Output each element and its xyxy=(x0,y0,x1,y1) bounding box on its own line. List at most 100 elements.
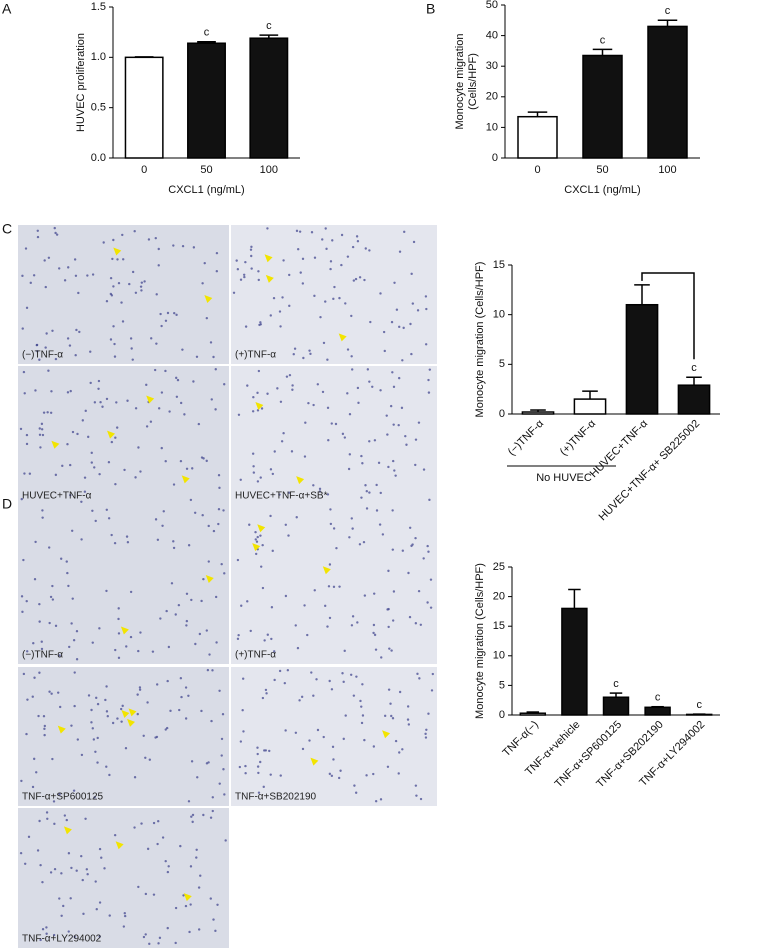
cell xyxy=(244,325,248,328)
cell xyxy=(45,926,48,929)
cell xyxy=(36,849,40,852)
cell xyxy=(144,892,148,896)
cell xyxy=(339,769,342,772)
cell xyxy=(286,669,290,672)
cell xyxy=(214,368,217,371)
cell xyxy=(128,282,131,286)
cell xyxy=(86,274,89,277)
cell xyxy=(84,817,87,821)
cell xyxy=(361,683,364,686)
cell xyxy=(427,391,431,394)
cell xyxy=(174,906,178,910)
cell xyxy=(356,621,359,624)
cell xyxy=(75,869,78,872)
micrograph xyxy=(231,225,437,364)
cell xyxy=(392,385,396,389)
cell xyxy=(51,757,54,761)
cell xyxy=(371,385,374,388)
cell xyxy=(238,765,242,769)
cell xyxy=(355,675,358,678)
cell xyxy=(260,407,264,410)
cell xyxy=(266,227,269,230)
cell xyxy=(236,268,240,271)
cell xyxy=(172,540,175,543)
cell xyxy=(296,646,300,650)
cell xyxy=(164,319,168,322)
cell xyxy=(197,422,201,426)
cell xyxy=(139,631,142,634)
cell xyxy=(356,240,360,243)
cell xyxy=(36,235,40,239)
cell xyxy=(410,544,413,548)
cell xyxy=(372,745,376,748)
cell xyxy=(288,304,291,308)
cell xyxy=(346,392,349,395)
micrograph-label: (+)TNF-α xyxy=(235,650,276,661)
cell xyxy=(144,756,147,760)
cell xyxy=(175,395,179,398)
cell xyxy=(31,695,34,698)
cell xyxy=(344,714,347,717)
cell xyxy=(164,460,167,463)
cell xyxy=(244,772,247,775)
cell xyxy=(214,408,217,411)
cell xyxy=(303,455,307,458)
cell xyxy=(284,523,287,526)
cell xyxy=(271,472,275,476)
cell xyxy=(201,514,204,517)
cell xyxy=(312,694,315,697)
cell xyxy=(391,509,394,512)
group-label: No HUVEC xyxy=(536,472,592,484)
cell xyxy=(41,928,45,931)
cell xyxy=(165,609,168,613)
cell xyxy=(250,254,253,258)
arrow xyxy=(146,395,155,404)
micrograph xyxy=(18,366,229,505)
cell xyxy=(91,509,94,512)
cell xyxy=(70,622,73,625)
cell xyxy=(27,835,31,839)
cell xyxy=(276,387,279,390)
cell xyxy=(202,577,205,581)
cell xyxy=(184,686,188,689)
cell xyxy=(41,516,44,519)
cell xyxy=(349,673,353,676)
panel-label: D xyxy=(2,496,12,512)
cell xyxy=(328,616,332,620)
cell xyxy=(358,543,362,546)
cell xyxy=(46,411,49,414)
cell xyxy=(66,337,70,340)
cell xyxy=(138,686,142,689)
micrograph xyxy=(18,505,229,664)
cell xyxy=(109,276,113,280)
cell xyxy=(414,463,417,467)
cell xyxy=(322,735,325,739)
cell xyxy=(401,748,404,751)
cell xyxy=(282,259,285,262)
cell xyxy=(44,346,47,349)
cell xyxy=(137,885,140,889)
cell xyxy=(392,423,395,426)
cell xyxy=(105,589,108,593)
arrow xyxy=(252,543,261,552)
y-tick-label: 25 xyxy=(493,561,505,573)
cell xyxy=(120,301,123,304)
cell xyxy=(25,433,29,437)
cell xyxy=(187,544,191,547)
cell xyxy=(257,791,261,794)
bar xyxy=(625,303,659,415)
cell xyxy=(151,650,155,653)
micrograph-label: (−)TNF-α xyxy=(22,650,63,661)
cell xyxy=(419,797,423,801)
cell xyxy=(265,692,268,695)
cell xyxy=(259,476,262,479)
y-axis-label: (Cells/HPF) xyxy=(467,53,479,110)
cell xyxy=(155,735,159,739)
cell xyxy=(142,935,146,939)
cell xyxy=(166,311,170,315)
y-tick-label: 5 xyxy=(499,679,505,691)
cell xyxy=(360,705,363,708)
arrow xyxy=(128,708,137,717)
cell xyxy=(261,696,265,700)
cell xyxy=(168,410,171,413)
